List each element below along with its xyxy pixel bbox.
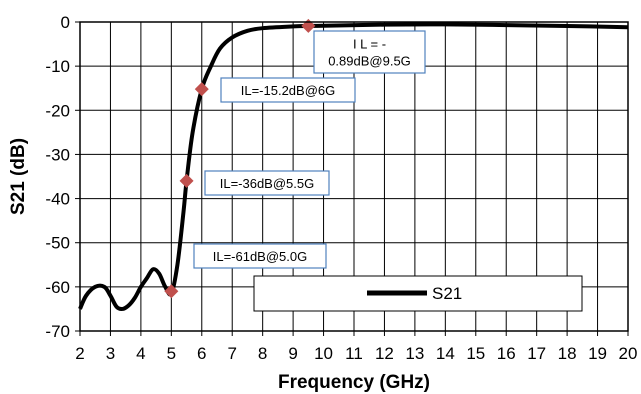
legend-label-s21: S21 bbox=[432, 284, 462, 303]
y-tick-label: -20 bbox=[45, 101, 70, 120]
series-layer bbox=[78, 22, 629, 311]
y-tick-label: -40 bbox=[45, 190, 70, 209]
x-tick-label: 6 bbox=[197, 344, 206, 363]
x-tick-label: 15 bbox=[466, 344, 485, 363]
annotation-box bbox=[193, 243, 327, 269]
x-tick-label: 18 bbox=[558, 344, 577, 363]
annotation-label: I L = - bbox=[353, 37, 386, 52]
x-tick-label: 8 bbox=[258, 344, 267, 363]
x-tick-label: 5 bbox=[167, 344, 176, 363]
series-line-s21 bbox=[78, 22, 629, 311]
x-tick-label: 17 bbox=[527, 344, 546, 363]
y-axis-title: S21 (dB) bbox=[8, 138, 29, 215]
annotation-box bbox=[220, 77, 356, 103]
x-tick-label: 4 bbox=[136, 344, 145, 363]
x-tick-label: 16 bbox=[497, 344, 516, 363]
annotations-layer: IL=-61dB@5.0G IL=-36dB@5.5G IL=-15.2dB@6G I… bbox=[193, 30, 426, 269]
y-tick-labels: 0 -10 -20 -30 -40 -50 -60 -70 bbox=[45, 13, 70, 341]
x-tick-label: 9 bbox=[288, 344, 297, 363]
annotation-label: IL=-15.2dB@6G bbox=[241, 83, 336, 98]
x-tick-label: 3 bbox=[106, 344, 115, 363]
plot-frame bbox=[79, 21, 629, 332]
data-marker bbox=[194, 82, 209, 97]
annotation-box bbox=[313, 30, 426, 74]
data-marker bbox=[301, 18, 316, 33]
data-marker bbox=[164, 284, 179, 299]
y-tick-label: -30 bbox=[45, 145, 70, 164]
x-tick-label: 19 bbox=[588, 344, 607, 363]
markers-layer bbox=[164, 18, 316, 299]
y-tick-label: 0 bbox=[61, 13, 70, 32]
annotation-box bbox=[204, 170, 330, 196]
x-tick-label: 10 bbox=[314, 344, 333, 363]
x-tick-label: 2 bbox=[75, 344, 84, 363]
annotation-label: IL=-36dB@5.5G bbox=[220, 176, 315, 191]
x-tick-label: 11 bbox=[345, 344, 363, 363]
annotation-label: 0.89dB@9.5G bbox=[328, 54, 411, 69]
y-tick-label: -60 bbox=[45, 278, 70, 297]
x-tick-label: 12 bbox=[375, 344, 394, 363]
x-tick-label: 20 bbox=[619, 344, 638, 363]
x-tick-label: 13 bbox=[405, 344, 424, 363]
data-marker bbox=[179, 173, 194, 188]
annotation-label: IL=-61dB@5.0G bbox=[213, 249, 308, 264]
x-tick-labels: 2 3 4 5 6 7 8 9 10 11 12 13 14 15 16 17 18 19 20 bbox=[75, 344, 637, 363]
x-axis-title: Frequency (GHz) bbox=[278, 372, 430, 393]
y-tick-label: -50 bbox=[45, 234, 70, 253]
legend: S21 bbox=[253, 275, 583, 312]
y-tick-label: -70 bbox=[45, 322, 70, 341]
y-tick-label: -10 bbox=[45, 57, 70, 76]
x-tick-label: 7 bbox=[227, 344, 236, 363]
x-tick-label: 14 bbox=[436, 344, 455, 363]
